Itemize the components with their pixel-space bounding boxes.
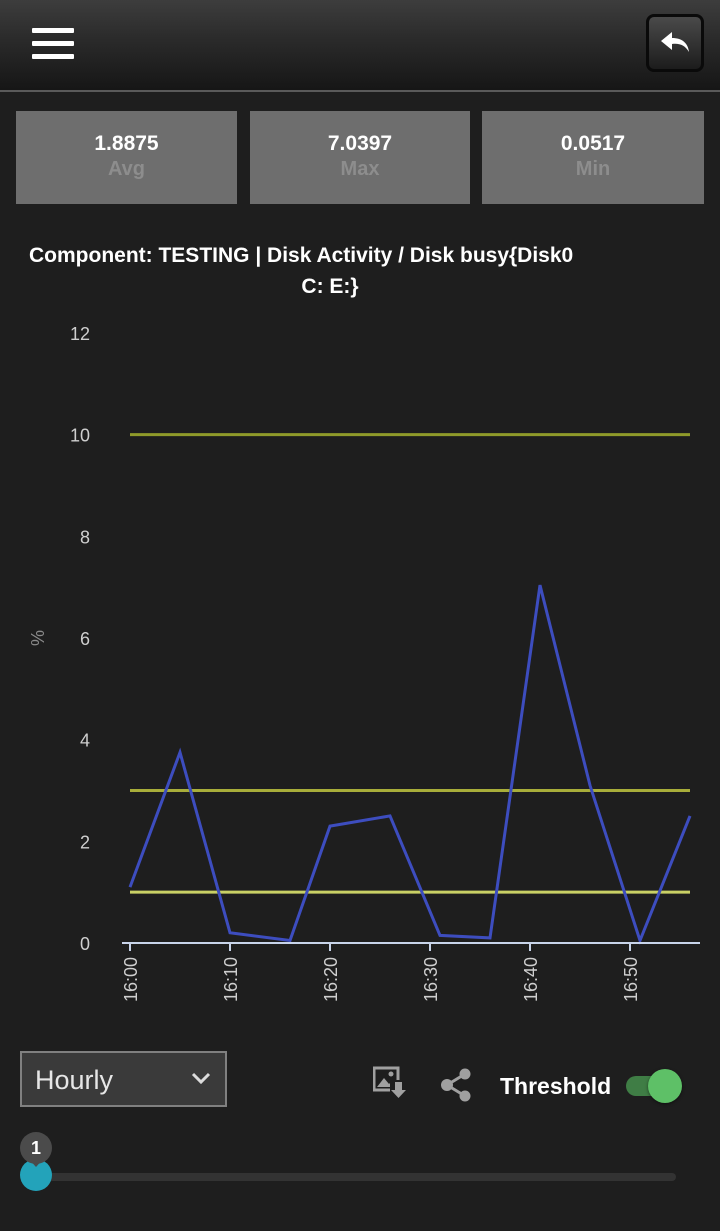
threshold-toggle[interactable] [626, 1068, 682, 1103]
x-tick-label: 16:50 [621, 957, 641, 1002]
slider-value-bubble: 1 [20, 1132, 52, 1164]
y-tick-label: 0 [80, 934, 90, 954]
min-stat: 0.0517 Min [482, 111, 704, 204]
x-tick-label: 16:30 [421, 957, 441, 1002]
x-tick-label: 16:00 [121, 957, 141, 1002]
y-tick-label: 8 [80, 527, 90, 547]
avg-value: 1.8875 [94, 132, 159, 155]
back-button[interactable] [646, 14, 704, 72]
min-value: 0.0517 [560, 132, 626, 155]
avg-stat: 1.8875 Avg [16, 111, 237, 204]
avg-label: Avg [107, 158, 146, 180]
y-tick-label: 12 [70, 324, 90, 344]
top-bar [0, 0, 720, 92]
period-select-value: Hourly [35, 1065, 114, 1095]
image-download-icon[interactable] [373, 1066, 407, 1100]
max-value: 7.0397 [327, 132, 393, 155]
min-label: Min [575, 158, 611, 180]
y-tick-label: 4 [80, 731, 90, 751]
chart-title-line1: Component: TESTING | Disk Activity / Dis… [29, 244, 574, 267]
slider-track [36, 1173, 676, 1181]
x-tick-label: 16:10 [221, 957, 241, 1002]
max-stat: 7.0397 Max [250, 111, 470, 204]
chevron-down-icon [191, 1072, 211, 1085]
chart-title: Component: TESTING | Disk Activity / Dis… [20, 240, 640, 302]
hamburger-menu-icon[interactable] [32, 28, 74, 64]
y-axis-title: % [28, 630, 48, 646]
max-label: Max [340, 158, 380, 180]
x-tick-label: 16:40 [521, 957, 541, 1002]
share-icon[interactable] [439, 1068, 473, 1102]
threshold-label: Threshold [500, 1073, 612, 1099]
series-line-0 [128, 584, 692, 945]
chart-title-line2: C: E:} [301, 275, 359, 298]
time-range-slider[interactable]: 1 [18, 1130, 688, 1200]
y-tick-label: 6 [80, 629, 90, 649]
x-tick-label: 16:20 [321, 957, 341, 1002]
y-tick-label: 2 [80, 832, 90, 852]
y-tick-label: 10 [70, 426, 90, 446]
back-arrow-icon [661, 32, 689, 52]
period-select[interactable]: Hourly [20, 1051, 227, 1107]
